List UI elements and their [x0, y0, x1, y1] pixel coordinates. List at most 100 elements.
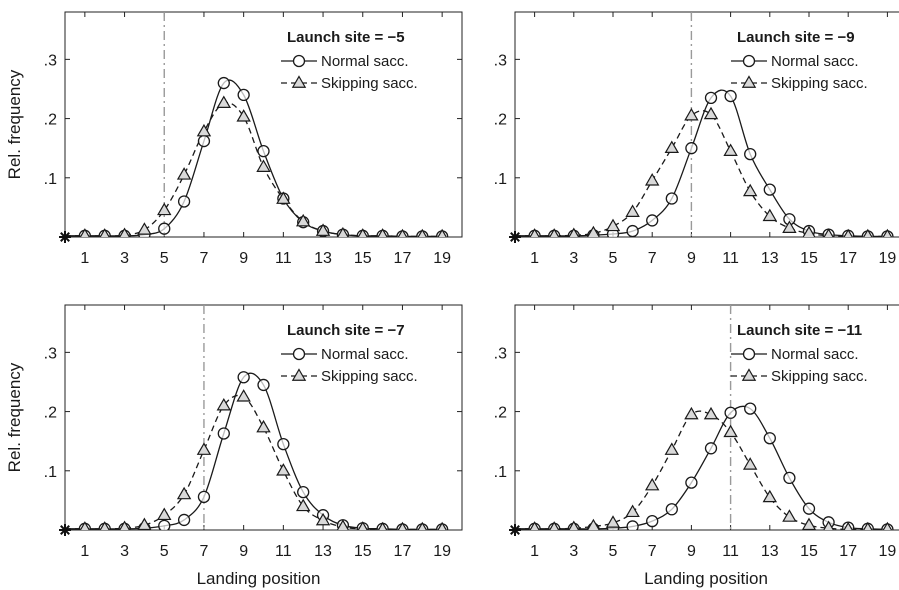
y-tick-label: .1	[44, 171, 57, 188]
y-tick-label: .2	[494, 405, 507, 422]
skipping-saccade-point	[417, 228, 428, 237]
x-tick-label: 9	[239, 543, 248, 560]
skipping-saccade-point	[437, 228, 447, 237]
normal-saccade-point	[646, 514, 659, 528]
y-tick-label: .2	[494, 112, 507, 129]
x-tick-label: 13	[761, 250, 779, 267]
skipping-saccade-line	[515, 410, 888, 530]
normal-saccade-point	[177, 195, 191, 208]
x-tick-label: 3	[120, 250, 129, 267]
x-tick-label: 3	[120, 543, 129, 560]
skipping-saccade-point	[529, 228, 540, 237]
y-tick-label: .1	[494, 464, 507, 481]
x-tick-label: 11	[722, 250, 739, 267]
normal-saccade-line	[65, 372, 443, 530]
normal-saccade-point	[197, 490, 211, 503]
plot-frame	[514, 304, 899, 531]
normal-saccade-point	[685, 476, 698, 489]
skipping-saccade-line	[65, 394, 443, 530]
normal-saccade-point	[197, 134, 211, 148]
origin-asterisk-icon	[509, 231, 521, 243]
x-tick-label: 19	[433, 543, 451, 560]
skipping-saccade-point	[216, 397, 232, 411]
normal-saccade-point	[665, 192, 678, 205]
skipping-saccade-point	[119, 227, 131, 237]
skipping-saccade-point	[137, 222, 152, 235]
normal-saccade-point	[665, 503, 678, 516]
x-tick-label: 17	[839, 543, 857, 560]
legend-title: Launch site = −5	[287, 29, 405, 46]
skipping-saccade-point	[703, 106, 719, 120]
plot-frame	[64, 304, 463, 531]
skipping-saccade-point	[236, 109, 251, 122]
x-tick-label: 13	[314, 250, 332, 267]
skipping-saccade-point	[549, 521, 560, 530]
normal-saccade-point	[217, 427, 230, 440]
skipping-saccade-point	[586, 518, 600, 530]
x-tick-label: 3	[569, 543, 578, 560]
plot-area: Launch site = −11 Normal sacc. Skipping sa…	[515, 305, 894, 530]
skipping-saccade-point	[236, 389, 251, 402]
legend-circle-icon	[292, 347, 306, 361]
skipping-saccade-point	[605, 515, 621, 528]
skipping-saccade-point	[99, 228, 110, 237]
x-axis-label: Landing position	[197, 569, 321, 588]
legend-entry: Skipping sacc.	[771, 368, 868, 385]
y-tick-label: .1	[44, 464, 57, 481]
y-axis-label: Rel. frequency	[5, 69, 24, 179]
plot-area: Launch site = −7 Normal sacc. Skipping sac…	[65, 305, 449, 530]
skipping-saccade-point	[762, 489, 778, 503]
skipping-saccade-point	[605, 218, 621, 232]
x-tick-label: 15	[354, 250, 372, 267]
origin-asterisk-icon	[59, 231, 71, 243]
x-tick-label: 5	[609, 543, 618, 560]
x-tick-label: 1	[80, 250, 89, 267]
skipping-saccade-point	[357, 228, 368, 237]
skipping-saccade-point	[684, 406, 699, 420]
normal-saccade-point	[177, 513, 191, 527]
skipping-saccade-point	[823, 520, 835, 530]
legend-title: Launch site = −11	[737, 322, 862, 339]
normal-saccade-point	[158, 222, 171, 235]
skipping-saccade-point	[216, 95, 232, 109]
x-tick-label: 5	[160, 250, 169, 267]
x-tick-label: 7	[648, 543, 657, 560]
x-tick-label: 19	[433, 250, 451, 267]
normal-saccade-point	[724, 406, 737, 419]
x-tick-label: 11	[722, 543, 739, 560]
x-axis-label: Landing position	[644, 569, 768, 588]
skipping-saccade-point	[863, 521, 873, 530]
x-tick-label: 11	[275, 543, 292, 560]
x-tick-label: 9	[687, 250, 696, 267]
skipping-saccade-point	[99, 521, 110, 530]
skipping-saccade-point	[377, 228, 388, 237]
origin-asterisk-icon	[509, 524, 521, 536]
skipping-saccade-point	[196, 123, 212, 137]
y-tick-label: .3	[494, 345, 507, 362]
legend-entry: Normal sacc.	[321, 346, 409, 363]
legend-entry: Skipping sacc.	[771, 75, 868, 92]
y-tick-label: .1	[494, 171, 507, 188]
x-tick-label: 19	[879, 250, 897, 267]
normal-saccade-point	[744, 147, 757, 161]
legend-entry: Normal sacc.	[771, 53, 859, 70]
skipping-saccade-point	[315, 512, 331, 526]
skipping-saccade-point	[782, 509, 797, 522]
y-tick-label: .3	[494, 52, 507, 69]
skipping-saccade-point	[176, 167, 192, 180]
skipping-saccade-point	[295, 498, 311, 512]
legend-triangle-icon	[291, 75, 307, 88]
normal-saccade-point	[237, 88, 250, 102]
normal-saccade-line	[65, 79, 443, 237]
skipping-saccade-point	[336, 519, 350, 530]
normal-saccade-point	[724, 89, 737, 103]
x-tick-label: 15	[800, 250, 818, 267]
normal-saccade-point	[277, 437, 290, 451]
skipping-saccade-point	[256, 159, 271, 172]
skipping-saccade-point	[782, 220, 797, 233]
legend-circle-icon	[742, 54, 756, 68]
normal-saccade-line	[515, 405, 888, 530]
normal-saccade-point	[763, 432, 776, 445]
